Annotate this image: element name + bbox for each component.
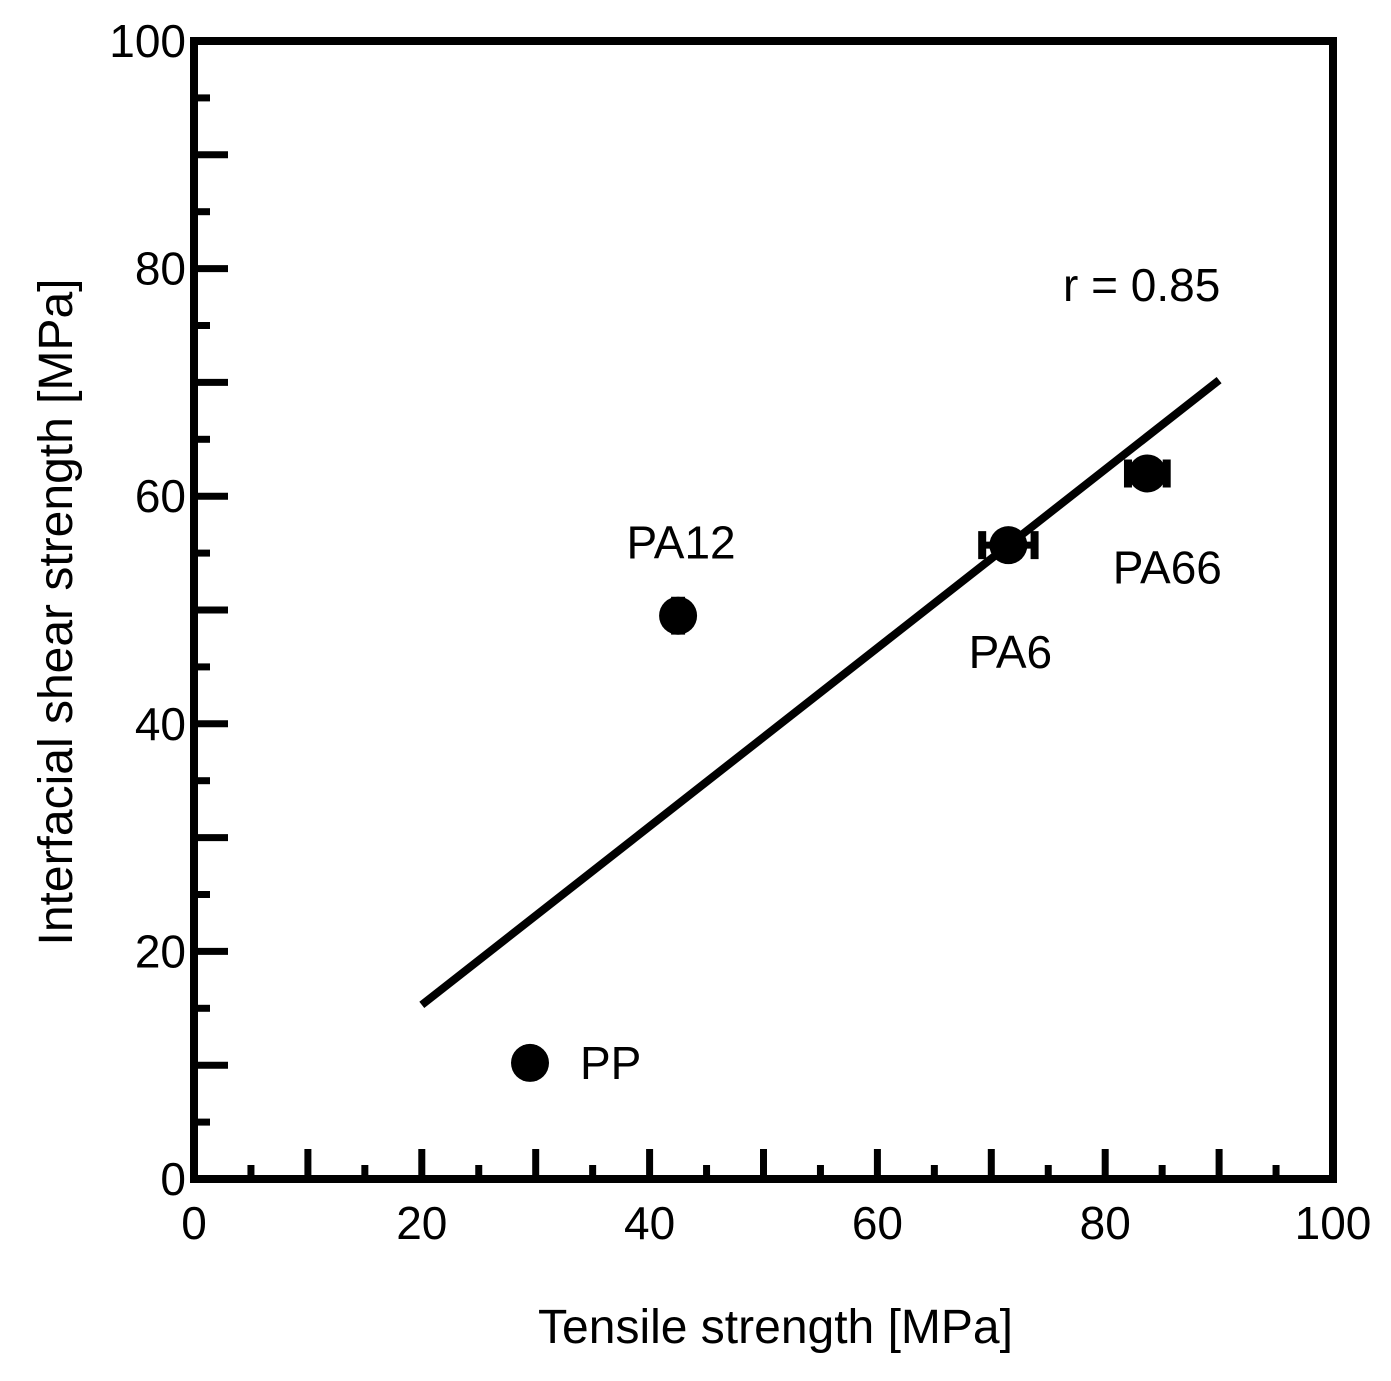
- x-tick-label: 0: [181, 1197, 207, 1249]
- x-tick-label: 100: [1295, 1197, 1372, 1249]
- x-tick-label: 60: [852, 1197, 903, 1249]
- x-tick-label: 20: [396, 1197, 447, 1249]
- data-point-pa12: [659, 596, 698, 635]
- plot-frame: [190, 37, 1337, 1183]
- x-tick-label: 40: [624, 1197, 675, 1249]
- point-label-pa6: PA6: [969, 626, 1053, 678]
- data-point-pa66: [1128, 454, 1167, 493]
- x-tick-label: 80: [1080, 1197, 1131, 1249]
- data-point-pp: [511, 1043, 550, 1082]
- y-axis-title: Interfacial shear strength [MPa]: [30, 279, 83, 946]
- fit-line: [419, 376, 1222, 1009]
- y-tick-label: 0: [160, 1153, 186, 1205]
- point-labels: PP PA12 PA6 PA66: [580, 517, 1222, 1089]
- data-points: [511, 454, 1171, 1082]
- y-tick-label: 20: [135, 925, 186, 977]
- y-tick-label: 100: [109, 15, 186, 67]
- point-label-pp: PP: [580, 1037, 641, 1089]
- y-tick-label: 60: [135, 470, 186, 522]
- data-point-pa6: [989, 526, 1028, 565]
- y-tick-label: 80: [135, 243, 186, 295]
- x-axis-title: Tensile strength [MPa]: [538, 1301, 1013, 1354]
- point-label-pa12: PA12: [627, 517, 736, 569]
- axis-ticks: [194, 94, 1280, 1179]
- correlation-annotation: r = 0.85: [1063, 259, 1220, 311]
- tick-labels: 0 20 40 60 80 100 0 20 40 60 80 100: [109, 15, 1371, 1249]
- point-label-pa66: PA66: [1113, 541, 1222, 593]
- y-tick-label: 40: [135, 698, 186, 750]
